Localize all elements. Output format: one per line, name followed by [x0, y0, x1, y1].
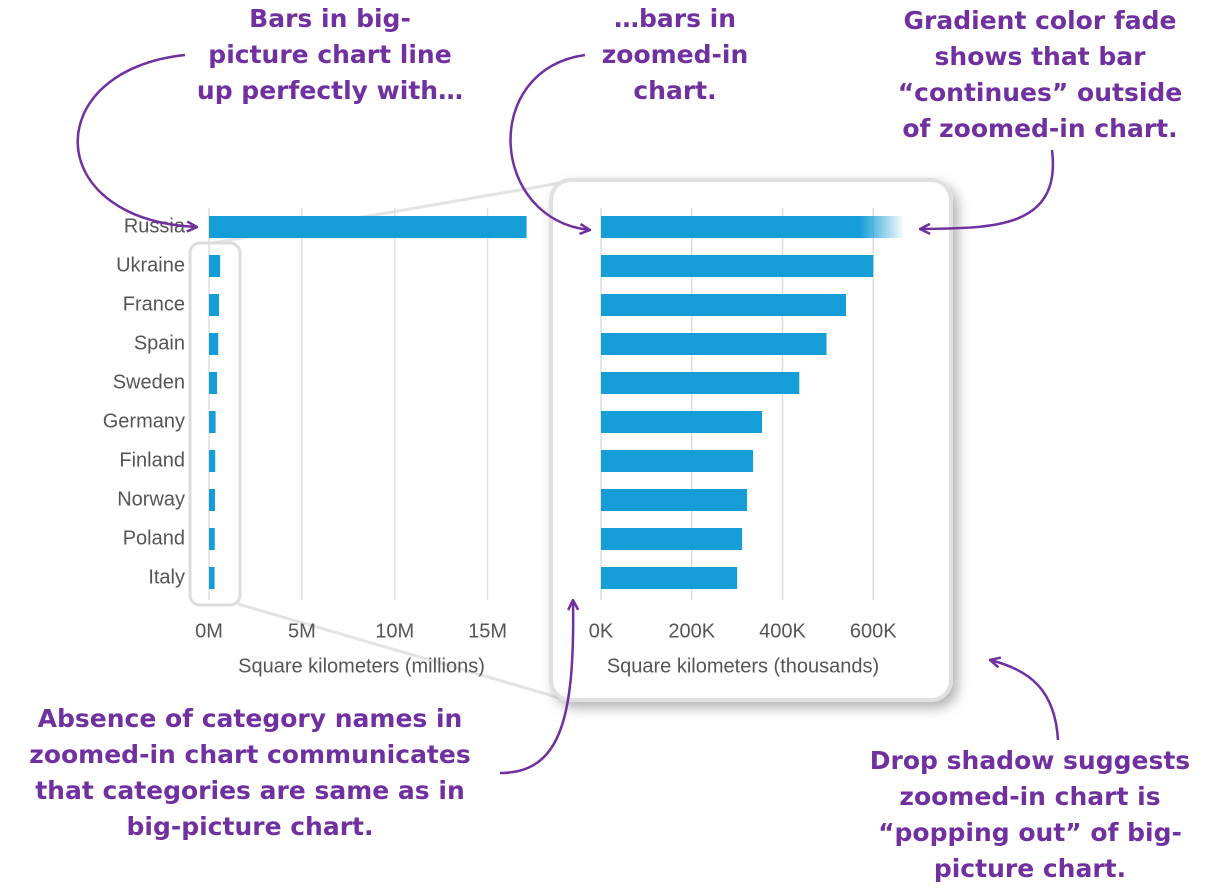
annotation: picture chart. [934, 854, 1126, 883]
y-tick-label: Ukraine [116, 254, 185, 276]
annotation: Drop shadow suggests [870, 746, 1190, 775]
bar [209, 294, 220, 316]
x-tick-label: 0M [195, 620, 223, 642]
annotation: Absence of category names in [38, 704, 463, 733]
y-tick-label: Poland [123, 527, 185, 549]
annotation: shows that bar [935, 42, 1147, 71]
bar [601, 294, 847, 316]
arrows [76, 53, 1060, 775]
annotation: chart. [633, 76, 716, 105]
x-tick-label: 5M [288, 620, 316, 642]
bar [209, 255, 221, 277]
bar [209, 411, 216, 433]
zoom-connector [237, 602, 561, 700]
y-tick-label: Italy [148, 566, 185, 588]
x-tick-label: 0K [589, 620, 614, 642]
bar [209, 528, 215, 550]
bar [209, 489, 215, 511]
bar [601, 411, 763, 433]
x-tick-label: 15M [468, 620, 507, 642]
arrow [990, 660, 1060, 741]
annotation: of zoomed-in chart. [902, 114, 1177, 143]
bar [601, 489, 748, 511]
annotation: …bars in [614, 4, 736, 33]
bar [601, 528, 743, 550]
y-tick-label: France [123, 293, 185, 315]
y-tick-label: Sweden [113, 371, 185, 393]
x-tick-label: 600K [850, 620, 897, 642]
bar [601, 333, 827, 355]
bar [209, 216, 527, 238]
arrow [920, 149, 1055, 229]
y-tick-label: Norway [117, 488, 185, 510]
arrow [499, 600, 573, 775]
x-tick-label: 200K [668, 620, 715, 642]
bar [209, 333, 219, 355]
annotation: zoomed-in chart is [899, 782, 1160, 811]
annotation: big-picture chart. [126, 812, 373, 841]
bars [209, 216, 527, 589]
annotation: picture chart line [208, 40, 451, 69]
x-tick-label: 400K [759, 620, 806, 642]
y-tick-label: Russia [124, 215, 186, 237]
annotation: zoomed-in [602, 40, 749, 69]
y-tick-label: Germany [103, 410, 185, 432]
annotation: zoomed-in chart communicates [29, 740, 470, 769]
annotation: “continues” outside [898, 78, 1183, 107]
bar [601, 372, 800, 394]
x-axis-title: Square kilometers (thousands) [607, 655, 879, 677]
annotation: Bars in big- [249, 4, 411, 33]
bar [209, 372, 218, 394]
arrow [509, 53, 590, 230]
x-axis-title: Square kilometers (millions) [238, 655, 485, 677]
bar [209, 450, 216, 472]
y-tick-label: Finland [119, 449, 185, 471]
bar [209, 567, 215, 589]
annotation: “popping out” of big- [878, 818, 1182, 847]
bar [601, 255, 874, 277]
annotation: Gradient color fade [904, 6, 1177, 35]
bar [601, 567, 738, 589]
zoom-region [188, 241, 242, 607]
bars [601, 216, 905, 589]
annotation: that categories are same as in [35, 776, 465, 805]
bar [601, 216, 905, 238]
y-tick-label: Spain [134, 332, 185, 354]
bar [601, 450, 753, 472]
arrow [76, 53, 197, 227]
x-tick-label: 10M [375, 620, 414, 642]
annotation: up perfectly with… [197, 76, 463, 105]
